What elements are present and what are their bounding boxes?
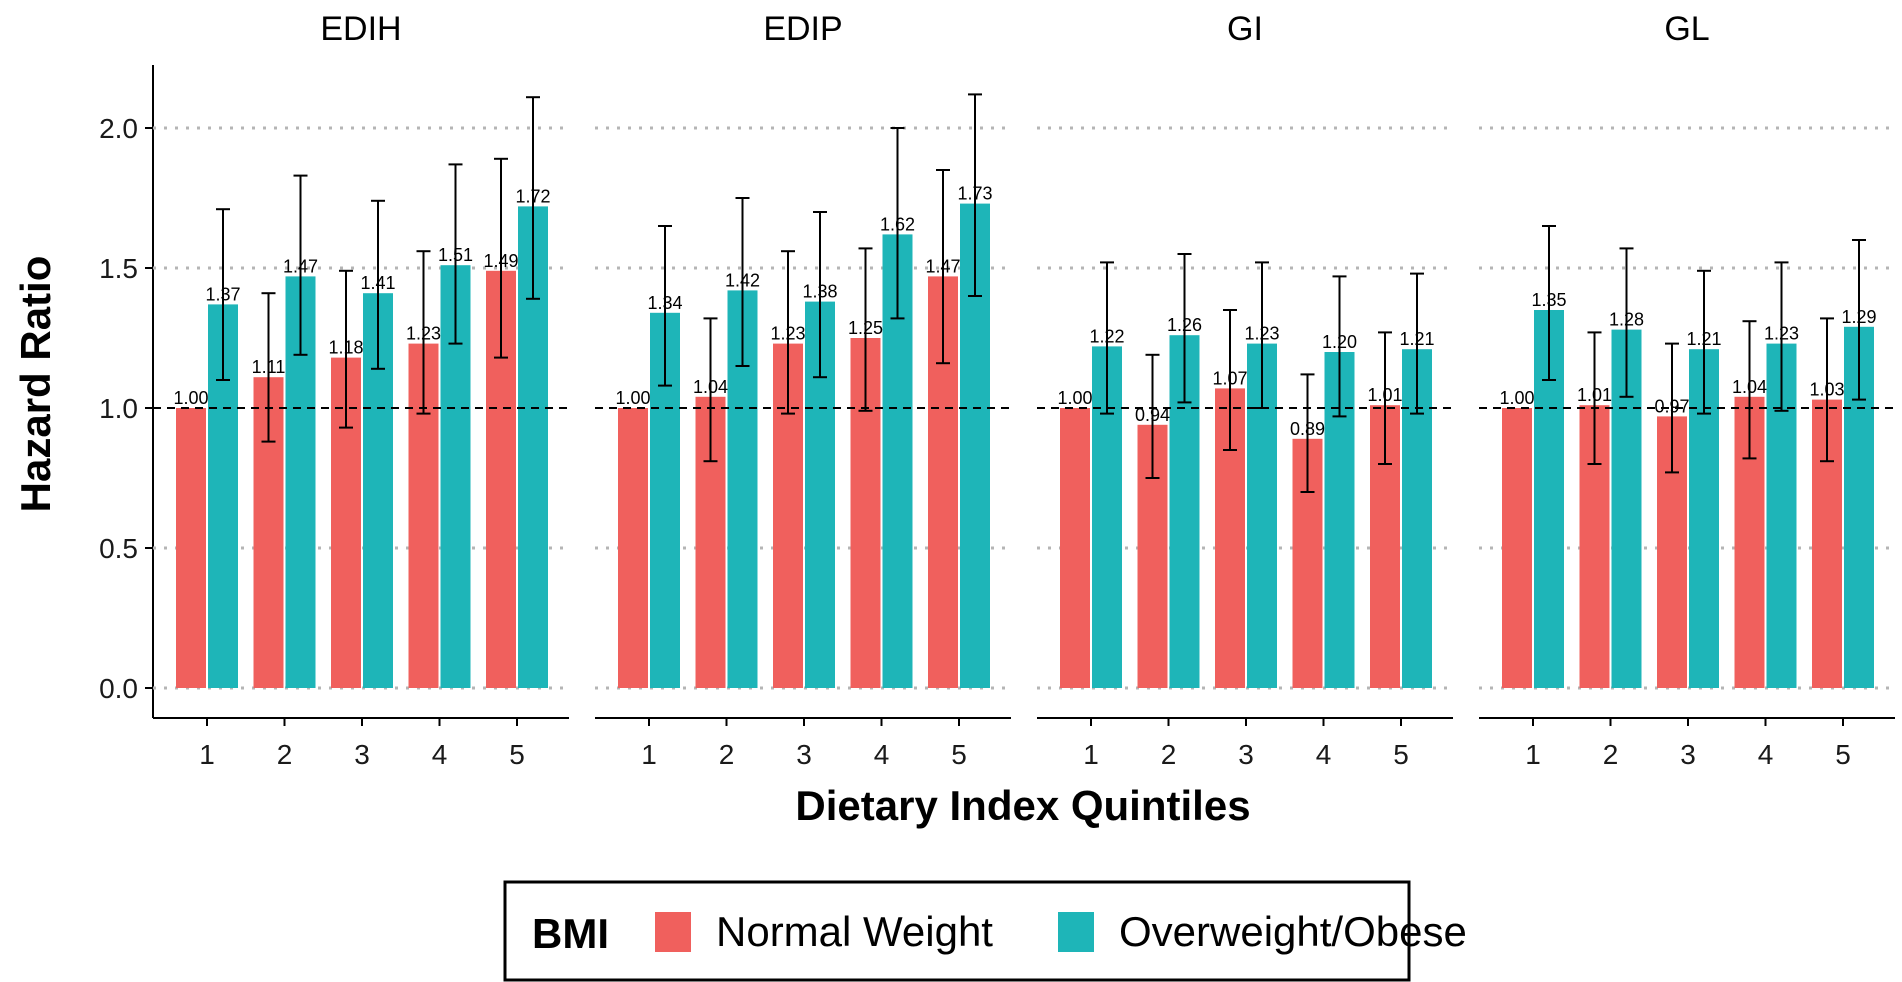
facet-title-edih: EDIH: [320, 10, 401, 48]
legend-label-normal-weight: Normal Weight: [716, 908, 993, 955]
data-label: 1.41: [360, 273, 395, 293]
x-tick-label: 3: [796, 739, 812, 770]
data-label: 1.62: [880, 214, 915, 234]
x-tick-label: 5: [509, 739, 525, 770]
x-tick-label: 4: [1758, 739, 1774, 770]
facet-title-edip: EDIP: [763, 10, 842, 48]
bar-gl-q1-normal-weight: [1502, 408, 1532, 688]
x-tick-label: 3: [1680, 739, 1696, 770]
x-tick-label: 1: [1083, 739, 1099, 770]
data-label: 1.04: [693, 377, 728, 397]
data-label: 1.51: [438, 245, 473, 265]
data-label: 1.23: [1244, 324, 1279, 344]
y-tick-label: 2.0: [99, 113, 138, 144]
data-label: 1.04: [1732, 377, 1767, 397]
x-tick-label: 2: [277, 739, 293, 770]
data-label: 1.42: [725, 270, 760, 290]
y-axis-title: Hazard Ratio: [12, 256, 59, 513]
y-tick-label: 1.0: [99, 393, 138, 424]
data-label: 1.23: [406, 324, 441, 344]
data-label: 1.28: [1609, 310, 1644, 330]
data-label: 1.07: [1212, 368, 1247, 388]
data-label: 1.23: [770, 324, 805, 344]
data-label: 1.35: [1531, 290, 1566, 310]
bar-edih-q1-normal-weight: [176, 408, 206, 688]
data-label: 1.21: [1686, 329, 1721, 349]
data-label: 0.97: [1654, 396, 1689, 416]
data-label: 0.89: [1290, 419, 1325, 439]
y-tick-label: 0.0: [99, 673, 138, 704]
x-tick-label: 3: [1238, 739, 1254, 770]
x-tick-label: 1: [641, 739, 657, 770]
data-label: 1.34: [647, 293, 682, 313]
bar-gi-q1-normal-weight: [1060, 408, 1090, 688]
data-label: 1.01: [1367, 385, 1402, 405]
legend-swatch-normal-weight: [655, 912, 691, 952]
x-tick-label: 2: [1161, 739, 1177, 770]
data-label: 1.00: [1057, 388, 1092, 408]
x-tick-label: 2: [719, 739, 735, 770]
x-tick-label: 5: [951, 739, 967, 770]
data-label: 1.38: [802, 282, 837, 302]
legend: BMI Normal Weight Overweight/Obese: [503, 880, 1467, 982]
data-label: 1.49: [483, 251, 518, 271]
facet-gi: GI 1.00 1.22 0.94 1.26 1.07 1.23 0.89 1.20 1.01 1.…: [1037, 10, 1453, 770]
data-label: 1.23: [1764, 324, 1799, 344]
y-tick-label: 1.5: [99, 253, 138, 284]
y-tick-label: 0.5: [99, 533, 138, 564]
data-label: 1.00: [1499, 388, 1534, 408]
y-axis: 0.0 0.5 1.0 1.5 2.0: [99, 65, 154, 718]
facet-edip: EDIP 1.00 1.34 1.04 1.42 1.23 1.38 1.25 1.62 1.47…: [595, 10, 1011, 770]
legend-box: [503, 880, 1411, 982]
data-label: 1.25: [848, 318, 883, 338]
data-label: 0.94: [1135, 405, 1170, 425]
legend-swatch-overweight-obese: [1058, 912, 1094, 952]
data-label: 1.00: [615, 388, 650, 408]
data-label: 1.01: [1577, 385, 1612, 405]
data-label: 1.29: [1841, 307, 1876, 327]
x-tick-label: 5: [1835, 739, 1851, 770]
x-tick-label: 1: [1525, 739, 1541, 770]
facet-gl: GL 1.00 1.35 1.01 1.28 0.97 1.21 1.04 1.23 1.03 1.…: [1479, 10, 1895, 770]
facet-panels: EDIH 1.00 1.37 1.11 1.47 1.18 1.41 1.23 1.51 1.49…: [153, 10, 1895, 770]
x-tick-label: 4: [874, 739, 890, 770]
facet-title-gi: GI: [1227, 10, 1263, 48]
data-label: 1.18: [328, 338, 363, 358]
x-tick-label: 4: [1316, 739, 1332, 770]
data-label: 1.37: [205, 284, 240, 304]
data-label: 1.47: [283, 256, 318, 276]
legend-title: BMI: [532, 910, 609, 957]
data-label: 1.20: [1322, 332, 1357, 352]
data-label: 1.73: [957, 184, 992, 204]
data-label: 1.22: [1089, 326, 1124, 346]
x-tick-label: 2: [1603, 739, 1619, 770]
x-tick-label: 1: [199, 739, 215, 770]
facet-edih: EDIH 1.00 1.37 1.11 1.47 1.18 1.41 1.23 1.51 1.49…: [153, 10, 569, 770]
data-label: 1.21: [1399, 329, 1434, 349]
data-label: 1.47: [925, 256, 960, 276]
x-tick-label: 3: [354, 739, 370, 770]
x-axis-title: Dietary Index Quintiles: [795, 782, 1250, 829]
x-tick-label: 4: [432, 739, 448, 770]
data-label: 1.03: [1809, 380, 1844, 400]
facet-title-gl: GL: [1664, 10, 1709, 48]
data-label: 1.00: [173, 388, 208, 408]
data-label: 1.26: [1167, 315, 1202, 335]
x-tick-label: 5: [1393, 739, 1409, 770]
data-label: 1.72: [515, 186, 550, 206]
data-label: 1.11: [252, 357, 286, 377]
legend-label-overweight-obese: Overweight/Obese: [1119, 908, 1467, 955]
bar-edip-q1-normal-weight: [618, 408, 648, 688]
